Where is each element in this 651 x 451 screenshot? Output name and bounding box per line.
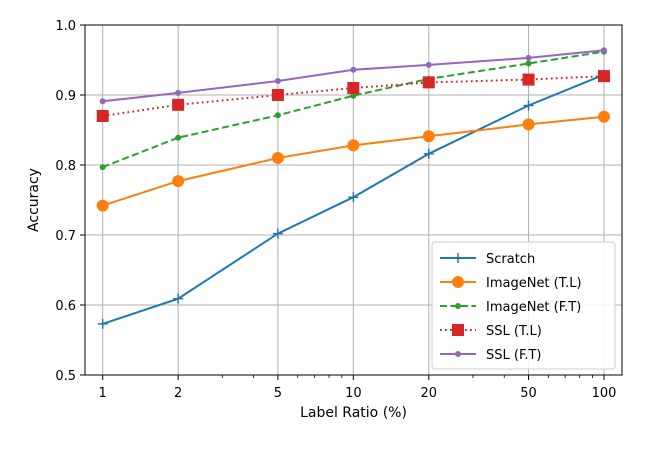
data-point-scratch: [423, 148, 434, 159]
series-ssl-t-l: [96, 70, 610, 122]
data-point-ssl-t-l: [522, 73, 535, 86]
legend-item-imagenet-t-l: ImageNet (T.L): [440, 276, 582, 291]
y-tick-label: 0.6: [55, 299, 76, 314]
data-point-scratch: [173, 293, 184, 304]
legend-box: [431, 241, 616, 370]
legend-marker: [452, 324, 464, 336]
legend-item-scratch: Scratch: [440, 252, 535, 267]
x-tick-label: 1: [99, 386, 107, 401]
y-tick-label: 0.9: [55, 89, 76, 104]
data-point-ssl-t-l: [271, 89, 284, 101]
legend-marker: [452, 276, 464, 288]
series-layer: [96, 47, 610, 329]
data-point-imagenet-f-t: [525, 60, 532, 67]
data-point-ssl-f-t: [525, 54, 532, 61]
data-point-ssl-f-t: [99, 98, 106, 105]
data-point-imagenet-t-l: [597, 110, 610, 123]
data-point-imagenet-t-l: [271, 152, 284, 164]
data-point-imagenet-f-t: [350, 92, 357, 99]
legend-marker: [455, 303, 461, 309]
data-point-scratch: [272, 228, 283, 239]
data-point-ssl-f-t: [425, 61, 432, 68]
data-point-ssl-t-l: [172, 98, 185, 111]
legend-label: SSL (T.L): [486, 324, 542, 339]
y-tick-label: 0.8: [55, 159, 76, 174]
data-point-ssl-t-l: [597, 70, 610, 83]
data-point-ssl-f-t: [350, 66, 357, 73]
data-point-imagenet-t-l: [522, 118, 535, 131]
data-point-ssl-t-l: [347, 82, 360, 94]
legend-item-ssl-t-l: SSL (T.L): [440, 324, 542, 339]
data-point-imagenet-t-l: [96, 199, 109, 212]
data-point-ssl-f-t: [600, 47, 607, 54]
series-imagenet-t-l: [96, 110, 610, 212]
data-point-scratch: [523, 100, 534, 111]
legend-item-ssl-f-t: SSL (F.T): [440, 348, 542, 363]
data-point-imagenet-f-t: [99, 164, 106, 171]
data-point-scratch: [97, 318, 108, 329]
x-tick-label: 10: [345, 386, 362, 401]
x-axis-label: Label Ratio (%): [300, 405, 407, 421]
x-tick-label: 50: [520, 386, 537, 401]
data-point-ssl-f-t: [274, 78, 281, 84]
legend-label: SSL (F.T): [486, 348, 542, 363]
series-ssl-f-t: [99, 47, 607, 105]
legend: Scratch ImageNet (T.L) ImageNet (F.T) SSL (…: [431, 241, 616, 370]
x-tick-label: 100: [592, 386, 617, 401]
data-point-imagenet-t-l: [172, 175, 185, 188]
y-tick-label: 1.0: [55, 19, 76, 34]
x-tick-label: 2: [174, 386, 182, 401]
y-tick-label: 0.5: [55, 369, 76, 384]
x-tick-label: 5: [274, 386, 282, 401]
data-point-scratch: [348, 192, 359, 203]
data-point-ssl-t-l: [422, 76, 435, 89]
legend-marker: [455, 351, 461, 357]
data-point-imagenet-f-t: [274, 112, 281, 119]
x-tick-label: 20: [421, 386, 438, 401]
data-point-imagenet-f-t: [175, 134, 182, 141]
data-point-ssl-t-l: [96, 110, 109, 122]
data-point-imagenet-t-l: [422, 130, 435, 143]
data-point-imagenet-t-l: [347, 139, 360, 152]
legend-item-imagenet-f-t: ImageNet (F.T): [440, 300, 581, 315]
legend-marker: [453, 253, 463, 263]
data-point-ssl-f-t: [175, 89, 182, 96]
y-tick-label: 0.7: [55, 229, 76, 244]
legend-label: Scratch: [486, 252, 535, 267]
legend-label: ImageNet (F.T): [486, 300, 581, 315]
y-axis-label: Accuracy: [26, 168, 42, 232]
ticks-layer: 1 2 5 10 20 50 100 0.5 0.6 0.7 0.8 0.9 1.0: [55, 19, 616, 401]
legend-label: ImageNet (T.L): [486, 276, 582, 291]
